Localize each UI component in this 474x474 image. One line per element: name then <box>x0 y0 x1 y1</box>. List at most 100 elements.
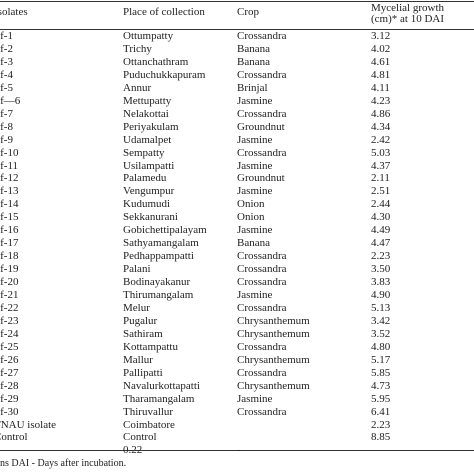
table-cell: Control <box>123 431 157 444</box>
table-cell: Thiruvallur <box>123 405 174 418</box>
table-cell: Pf-21 <box>0 289 19 301</box>
table-cell: Palani <box>123 263 151 276</box>
table-cell: Pf-7 <box>0 107 13 120</box>
table-cell: 3.83 <box>371 276 391 289</box>
table-cell: Jasmine <box>237 133 273 146</box>
header-rule <box>0 29 474 30</box>
table-cell: 2.23 <box>371 250 391 263</box>
header-cell: Mycelial growth <box>371 2 445 14</box>
table-cell: Groundnut <box>237 172 285 185</box>
table-cell: 2.44 <box>371 198 391 211</box>
table-cell: 4.34 <box>371 120 391 133</box>
table-cell: Palamedu <box>123 172 167 185</box>
table-cell: Pf-29 <box>0 392 19 405</box>
table-cell: Ottumpatty <box>123 30 174 42</box>
table-cell: 5.13 <box>371 301 391 314</box>
table-cell: Usilampatti <box>123 159 175 172</box>
table-cell: Pf-27 <box>0 366 19 379</box>
table-cell: Navalurkottapatti <box>123 379 200 392</box>
table-cell: 5.17 <box>371 353 391 366</box>
table-cell: Periyakulam <box>123 120 179 133</box>
table-cell: Pf-28 <box>0 379 19 392</box>
table-cell: Pf-10 <box>0 146 19 159</box>
table-cell: Crossandra <box>237 146 287 159</box>
table-cell: 4.61 <box>371 55 391 68</box>
table-cell: Pf-24 <box>0 327 19 340</box>
table-cell: 3.42 <box>371 314 391 327</box>
table-cell: 4.49 <box>371 224 391 237</box>
table-cell: Kudumudi <box>123 198 171 211</box>
table-cell: 4.30 <box>371 211 391 224</box>
table-cell: Trichy <box>123 42 152 55</box>
table-cell: 8.85 <box>371 431 391 444</box>
table-cell: Crossandra <box>237 340 287 353</box>
table-cell: Pf-14 <box>0 198 19 211</box>
table-cell: Udamalpet <box>123 133 172 146</box>
table-cell: Crossandra <box>237 405 287 418</box>
table-cell: Pf-4 <box>0 68 13 81</box>
table-cell: Pf-2 <box>0 42 13 55</box>
table-cell: 3.12 <box>371 30 391 42</box>
table-cell: Pedhappampatti <box>123 250 194 263</box>
header-cell: Crop <box>237 6 259 18</box>
table-cell: Coimbatore <box>123 418 175 431</box>
table-cell: Jasmine <box>237 392 273 405</box>
table-cell: Pf-20 <box>0 276 19 289</box>
table-cell: Crossandra <box>237 107 287 120</box>
table-cell: Pf-11 <box>0 159 19 172</box>
table-cell: Pf-17 <box>0 237 19 250</box>
table-cell: - <box>237 444 241 457</box>
table-cell: 4.80 <box>371 340 391 353</box>
table-cell: Jasmine <box>237 224 273 237</box>
table-cell: Crossandra <box>237 68 287 81</box>
table-cell: 4.73 <box>371 379 391 392</box>
table-cell: Melur <box>123 301 150 314</box>
table-cell: 2.42 <box>371 133 391 146</box>
header-cell: Isolates <box>0 6 28 18</box>
table-cell: 4.02 <box>371 42 391 55</box>
table-cell: Onion <box>237 211 265 224</box>
table-cell: 4.11 <box>371 81 390 94</box>
table-cell: 2.11 <box>371 172 390 185</box>
table-cell: 4.37 <box>371 159 391 172</box>
table-cell: Pf-23 <box>0 314 19 327</box>
table-cell: Tharamangalam <box>123 392 195 405</box>
table-cell: Gobichettipalayam <box>123 224 207 237</box>
table-cell: Thirumangalam <box>123 289 194 301</box>
table-cell: Crossandra <box>237 30 287 42</box>
table-cell: Pf-9 <box>0 133 13 146</box>
table-cell: Banana <box>237 42 270 55</box>
table-cell: Pf—6 <box>0 94 21 107</box>
table-cell: Chrysanthemum <box>237 327 310 340</box>
table-cell: Banana <box>237 55 270 68</box>
table-cell: Jasmine <box>237 185 273 198</box>
table-cell: Chrysanthemum <box>237 379 310 392</box>
table-cell: Chrysanthemum <box>237 353 310 366</box>
table-cell: Sathyamangalam <box>123 237 199 250</box>
table-cell: Pf-18 <box>0 250 19 263</box>
table-cell: 2.51 <box>371 185 391 198</box>
table-cell: Brinjal <box>237 81 268 94</box>
bottom-rule <box>0 450 474 451</box>
table-cell: Pf-1 <box>0 30 13 42</box>
table-cell: 5.03 <box>371 146 391 159</box>
table-cell: Sempatty <box>123 146 165 159</box>
table-cell: Banana <box>237 237 270 250</box>
table-cell: Annur <box>123 81 152 94</box>
table-cell: 4.47 <box>371 237 391 250</box>
table-cell: Pf-8 <box>0 120 13 133</box>
table-cell: 4.81 <box>371 68 391 81</box>
table-cell: Sekkanurani <box>123 211 178 224</box>
table-cell: 4.23 <box>371 94 391 107</box>
header-cell: (cm)* at 10 DAI <box>371 13 445 25</box>
table-cell: Jasmine <box>237 159 273 172</box>
table-cell: Pf-30 <box>0 405 19 418</box>
table-cell: Kottampattu <box>123 340 178 353</box>
table-cell: Pf-5 <box>0 81 13 94</box>
table-cell: Mallur <box>123 353 153 366</box>
table-cell: Pf-15 <box>0 211 19 224</box>
table-cell: 5.85 <box>371 366 391 379</box>
table-cell: Vengumpur <box>123 185 175 198</box>
table-cell: Bodinayakanur <box>123 276 191 289</box>
